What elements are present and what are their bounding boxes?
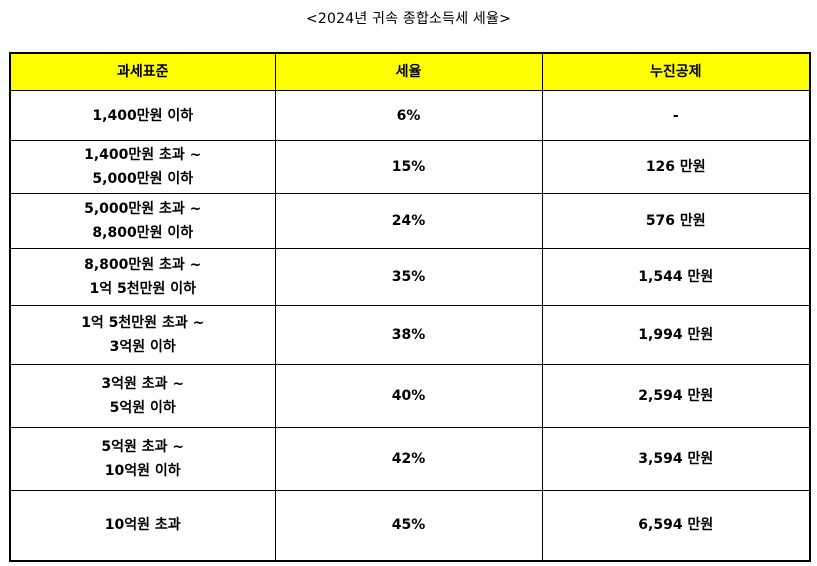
table-row: 5억원 초과 ~ 10억원 이하 42% 3,594 만원 — [9, 427, 811, 491]
deduction-cell: 126 만원 — [541, 140, 811, 194]
bracket-cell: 3억원 초과 ~ 5억원 이하 — [9, 364, 276, 428]
table-row: 5,000만원 초과 ~ 8,800만원 이하 24% 576 만원 — [9, 193, 811, 249]
bracket-line-2: 5,000만원 이하 — [92, 171, 194, 187]
bracket-cell: 1,400만원 이하 — [9, 90, 276, 141]
bracket-line-1: 5,000만원 초과 ~ — [84, 201, 202, 217]
rate-cell: 6% — [274, 90, 543, 141]
tax-rate-table: 과세표준 세율 누진공제 1,400만원 이하 6% - 1,400만원 초과 … — [9, 52, 811, 562]
bracket-line-2: 10억원 이하 — [104, 463, 181, 479]
table-row: 1,400만원 초과 ~ 5,000만원 이하 15% 126 만원 — [9, 140, 811, 194]
rate-cell: 15% — [274, 140, 543, 194]
deduction-cell: 1,544 만원 — [541, 248, 811, 306]
table-row: 3억원 초과 ~ 5억원 이하 40% 2,594 만원 — [9, 364, 811, 428]
deduction-cell: 576 만원 — [541, 193, 811, 249]
bracket-cell: 10억원 초과 — [9, 490, 276, 562]
bracket-line-2: 1억 5천만원 이하 — [89, 281, 196, 297]
bracket-cell: 8,800만원 초과 ~ 1억 5천만원 이하 — [9, 248, 276, 306]
header-row: 과세표준 세율 누진공제 — [9, 52, 811, 91]
rate-cell: 40% — [274, 364, 543, 428]
bracket-line-1: 1,400만원 초과 ~ — [84, 147, 202, 163]
rate-cell: 24% — [274, 193, 543, 249]
bracket-line-1: 5억원 초과 ~ — [101, 439, 185, 455]
table-row: 8,800만원 초과 ~ 1억 5천만원 이하 35% 1,544 만원 — [9, 248, 811, 306]
deduction-cell: 3,594 만원 — [541, 427, 811, 491]
rate-cell: 38% — [274, 305, 543, 365]
bracket-cell: 1억 5천만원 초과 ~ 3억원 이하 — [9, 305, 276, 365]
header-deduction: 누진공제 — [541, 52, 811, 91]
table-row: 1억 5천만원 초과 ~ 3억원 이하 38% 1,994 만원 — [9, 305, 811, 365]
bracket-line-1: 1,400만원 이하 — [92, 107, 194, 124]
deduction-cell: 1,994 만원 — [541, 305, 811, 365]
rate-cell: 45% — [274, 490, 543, 562]
header-bracket: 과세표준 — [9, 52, 276, 91]
deduction-cell: 6,594 만원 — [541, 490, 811, 562]
bracket-cell: 1,400만원 초과 ~ 5,000만원 이하 — [9, 140, 276, 194]
bracket-line-2: 8,800만원 이하 — [92, 225, 194, 241]
bracket-line-1: 10억원 초과 — [104, 517, 181, 534]
table-row: 10억원 초과 45% 6,594 만원 — [9, 490, 811, 562]
bracket-line-2: 3억원 이하 — [109, 339, 176, 355]
table-row: 1,400만원 이하 6% - — [9, 90, 811, 141]
rate-cell: 35% — [274, 248, 543, 306]
bracket-line-2: 5억원 이하 — [109, 400, 176, 416]
bracket-cell: 5,000만원 초과 ~ 8,800만원 이하 — [9, 193, 276, 249]
bracket-line-1: 3억원 초과 ~ — [101, 376, 185, 392]
deduction-cell: - — [541, 90, 811, 141]
bracket-line-1: 1억 5천만원 초과 ~ — [81, 315, 205, 331]
bracket-cell: 5억원 초과 ~ 10억원 이하 — [9, 427, 276, 491]
header-rate: 세율 — [274, 52, 543, 91]
deduction-cell: 2,594 만원 — [541, 364, 811, 428]
rate-cell: 42% — [274, 427, 543, 491]
table-caption: <2024년 귀속 종합소득세 세율> — [305, 11, 512, 27]
bracket-line-1: 8,800만원 초과 ~ — [84, 257, 202, 273]
